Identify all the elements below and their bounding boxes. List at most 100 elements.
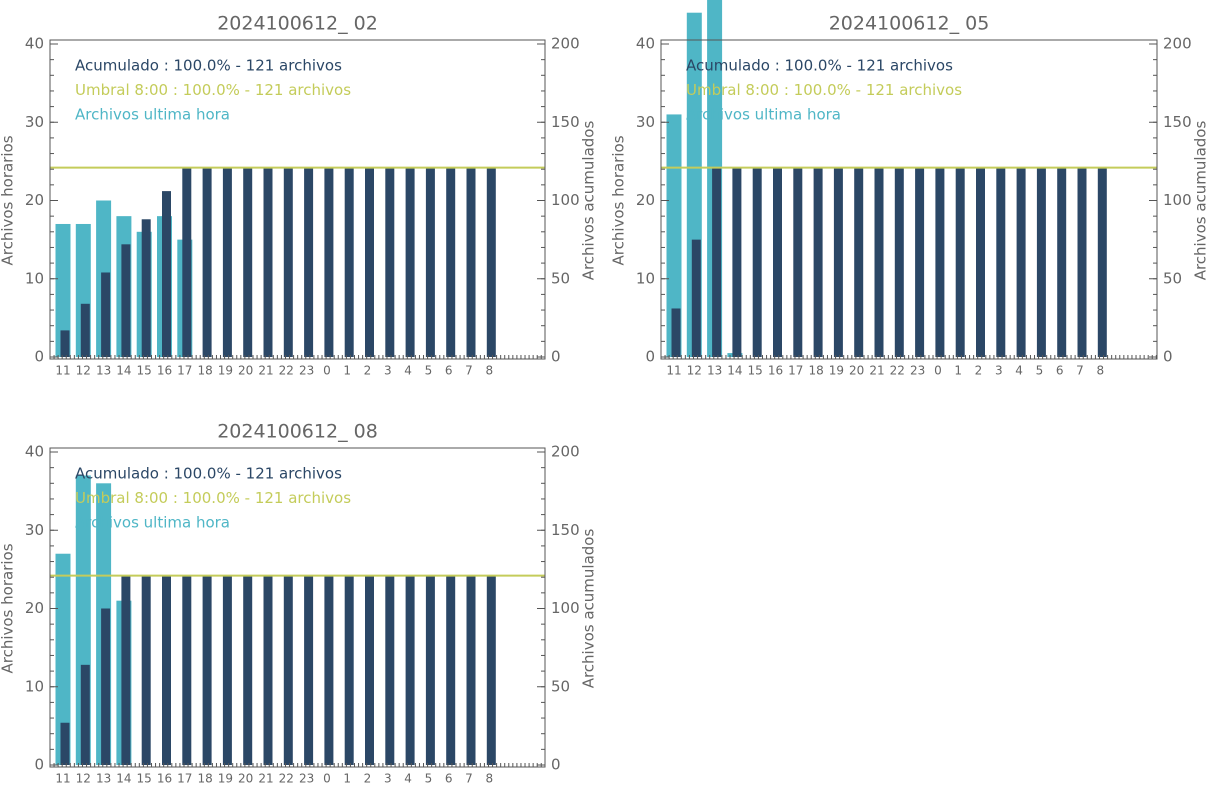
hourly-bar (55, 223, 71, 357)
x-tick-label: 2 (364, 364, 372, 378)
y-tick-label: 30 (25, 113, 44, 131)
cumulative-bar (466, 167, 476, 357)
y-tick-label: 20 (25, 599, 44, 617)
cumulative-bar (854, 167, 864, 357)
y-tick-label: 10 (25, 269, 44, 287)
x-tick-label: 19 (218, 364, 233, 378)
cumulative-bar (446, 167, 456, 357)
cumulative-bar (101, 272, 111, 357)
cumulative-bar (894, 167, 904, 357)
x-tick-label: 16 (157, 364, 172, 378)
cumulative-bar (344, 167, 354, 357)
cumulative-bar (283, 167, 293, 357)
x-tick-label: 3 (995, 364, 1003, 378)
legend-entry: Acumulado : 100.0% - 121 archivos (75, 57, 342, 75)
x-tick-label: 11 (666, 364, 681, 378)
x-tick-label: 7 (465, 364, 473, 378)
cumulative-bar (446, 575, 456, 765)
x-tick-label: 11 (55, 364, 70, 378)
legend-entry: Umbral 8:00 : 100.0% - 121 archivos (75, 81, 351, 99)
x-tick-label: 13 (707, 364, 722, 378)
x-tick-label: 20 (238, 772, 253, 786)
y-tick-label: 0 (34, 348, 44, 366)
cumulative-bar (1057, 167, 1067, 357)
x-tick-label: 17 (788, 364, 803, 378)
x-tick-label: 22 (279, 772, 294, 786)
y2-tick-label: 50 (1163, 269, 1182, 287)
cumulative-bar (60, 722, 70, 765)
x-tick-label: 13 (96, 772, 111, 786)
x-tick-label: 7 (1076, 364, 1084, 378)
y2-tick-label: 100 (551, 191, 580, 209)
cumulative-bar (344, 575, 354, 765)
x-tick-label: 14 (727, 364, 742, 378)
y-tick-label: 20 (25, 191, 44, 209)
chart-title: 2024100612_ 05 (829, 13, 990, 35)
x-tick-label: 17 (177, 364, 192, 378)
x-tick-label: 5 (425, 364, 433, 378)
y2-tick-label: 50 (551, 677, 570, 695)
x-tick-label: 21 (258, 772, 273, 786)
cumulative-bar (915, 167, 925, 357)
y-axis-label: Archivos horarios (610, 135, 628, 265)
x-tick-label: 2 (975, 364, 983, 378)
y2-tick-label: 150 (1163, 113, 1192, 131)
y-tick-label: 40 (636, 35, 655, 53)
cumulative-bar (365, 167, 374, 357)
x-tick-label: 0 (934, 364, 942, 378)
x-tick-label: 19 (829, 364, 844, 378)
cumulative-bar (141, 219, 151, 357)
hourly-bar (666, 114, 682, 357)
x-tick-label: 4 (404, 364, 412, 378)
cumulative-bar (304, 575, 314, 765)
cumulative-bar (80, 664, 90, 765)
cumulative-bar (162, 575, 171, 765)
cumulative-bar (732, 167, 742, 357)
y2-axis-label: Archivos acumulados (580, 121, 598, 281)
cumulative-bar (80, 303, 90, 357)
y-tick-label: 30 (636, 113, 655, 131)
cumulative-bar (1016, 167, 1026, 357)
x-tick-label: 19 (218, 772, 233, 786)
x-tick-label: 6 (445, 772, 453, 786)
cumulative-bar (405, 575, 415, 765)
cumulative-bar (1097, 167, 1107, 357)
x-tick-label: 18 (808, 364, 823, 378)
x-tick-label: 5 (425, 772, 433, 786)
legend-entry: Umbral 8:00 : 100.0% - 121 archivos (75, 489, 351, 507)
x-tick-label: 22 (279, 364, 294, 378)
cumulative-bar (121, 575, 131, 765)
legend-entry: Acumulado : 100.0% - 121 archivos (686, 57, 953, 75)
legend-entry: Archivos ultima hora (686, 106, 841, 124)
x-tick-label: 12 (76, 772, 91, 786)
x-tick-label: 22 (890, 364, 905, 378)
x-tick-label: 11 (55, 772, 70, 786)
cumulative-bar (121, 244, 131, 357)
y2-axis-label: Archivos acumulados (1192, 121, 1206, 281)
cumulative-bar (1077, 167, 1087, 357)
y2-tick-label: 0 (551, 348, 561, 366)
cumulative-bar (222, 167, 232, 357)
y2-axis-label: Archivos acumulados (580, 529, 598, 689)
cumulative-bar (425, 167, 435, 357)
cumulative-bar (141, 575, 151, 765)
cumulative-bar (773, 167, 782, 357)
y2-tick-label: 150 (551, 113, 580, 131)
x-tick-label: 23 (299, 772, 314, 786)
cumulative-bar (283, 575, 293, 765)
cumulative-bar (405, 167, 415, 357)
x-tick-label: 20 (849, 364, 864, 378)
x-tick-label: 3 (384, 364, 392, 378)
legend-entry: Acumulado : 100.0% - 121 archivos (75, 465, 342, 483)
cumulative-bar (712, 167, 722, 357)
chart-title: 2024100612_ 08 (217, 421, 378, 443)
cumulative-bar (324, 167, 334, 357)
cumulative-bar (202, 167, 212, 357)
cumulative-bar (365, 575, 374, 765)
hourly-bar (55, 553, 71, 765)
y2-tick-label: 200 (1163, 35, 1192, 53)
x-tick-label: 18 (197, 772, 212, 786)
cumulative-bar (385, 575, 395, 765)
cumulative-bar (263, 575, 273, 765)
